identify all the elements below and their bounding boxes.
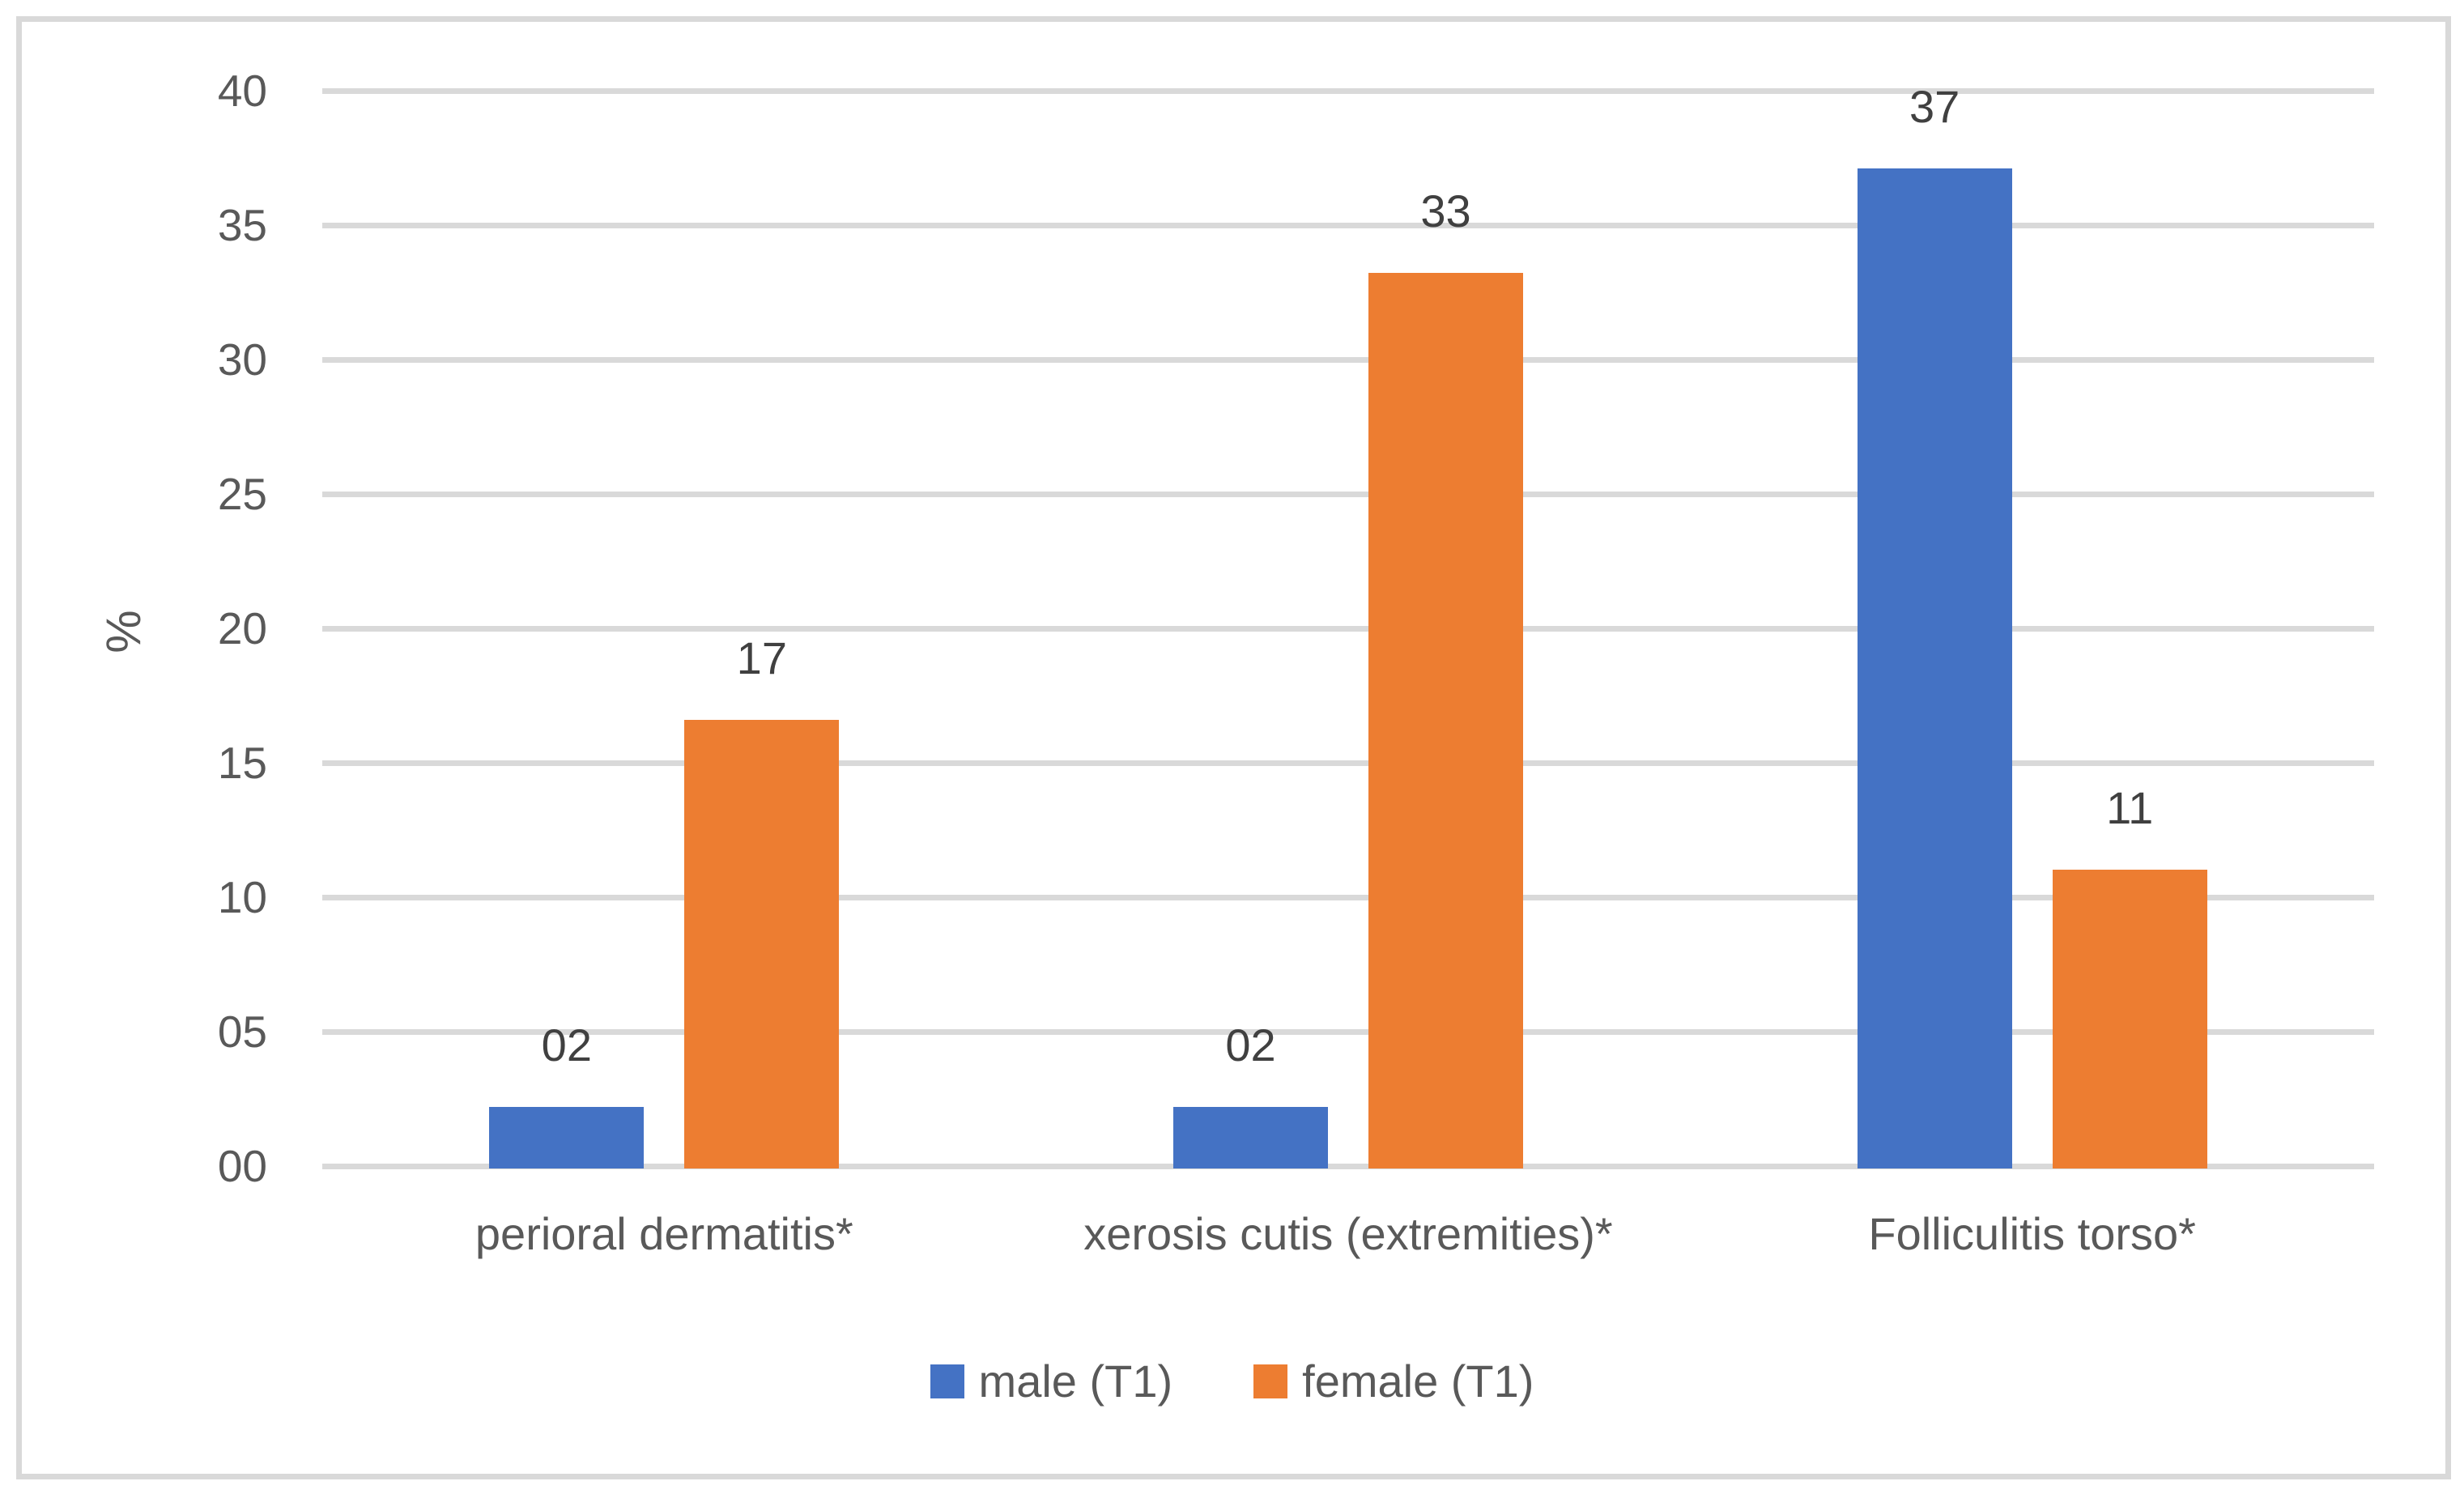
bar-male-t1--cat1 — [1173, 1106, 1328, 1168]
y-tick-40: 40 — [217, 66, 267, 116]
y-tick-20: 20 — [217, 603, 267, 653]
y-tick-05: 05 — [217, 1007, 267, 1057]
gridline-y-30 — [322, 357, 2374, 363]
x-category-label-2: Folliculitis torso* — [1868, 1208, 2196, 1259]
legend-item-male-t1-: male (T1) — [930, 1356, 1173, 1407]
data-label-male-t1--cat1: 02 — [1225, 1019, 1276, 1070]
gridline-y-0 — [322, 1164, 2374, 1169]
y-tick-30: 30 — [217, 334, 267, 385]
data-label-female-t1--cat0: 17 — [736, 632, 787, 683]
gridline-y-40 — [322, 88, 2374, 94]
chart-outer-border — [16, 16, 2451, 1479]
y-tick-15: 15 — [217, 738, 267, 788]
gridline-y-5 — [322, 1029, 2374, 1035]
bar-male-t1--cat2 — [1857, 168, 2012, 1168]
legend-swatch-icon — [930, 1364, 964, 1398]
y-tick-10: 10 — [217, 872, 267, 922]
gridline-y-20 — [322, 626, 2374, 632]
bar-female-t1--cat2 — [2052, 870, 2207, 1168]
legend-item-female-t1-: female (T1) — [1253, 1359, 1534, 1404]
data-label-male-t1--cat2: 37 — [1909, 80, 1960, 132]
legend-label: male (T1) — [978, 1356, 1173, 1407]
x-category-label-1: xerosis cutis (extremities)* — [1083, 1208, 1613, 1259]
data-label-male-t1--cat0: 02 — [541, 1019, 592, 1070]
y-axis-title: % — [96, 610, 151, 653]
gridline-y-15 — [322, 760, 2374, 766]
gridline-y-25 — [322, 492, 2374, 497]
x-category-label-0: perioral dermatitis* — [475, 1208, 853, 1259]
data-label-female-t1--cat1: 33 — [1420, 185, 1471, 237]
bar-female-t1--cat1 — [1368, 273, 1523, 1168]
plot-area: 02 17 02 33 37 11 — [322, 83, 2374, 1169]
legend: male (T1) female (T1) — [0, 1359, 2464, 1404]
legend-label: female (T1) — [1302, 1356, 1534, 1407]
legend-swatch-icon — [1253, 1364, 1288, 1398]
bar-female-t1--cat0 — [684, 719, 840, 1168]
y-tick-25: 25 — [217, 469, 267, 519]
y-tick-35: 35 — [217, 200, 267, 250]
bar-male-t1--cat0 — [489, 1106, 645, 1168]
gridline-y-10 — [322, 895, 2374, 900]
gridline-y-35 — [322, 223, 2374, 228]
y-tick-00: 00 — [217, 1141, 267, 1191]
data-label-female-t1--cat2: 11 — [2106, 782, 2154, 834]
